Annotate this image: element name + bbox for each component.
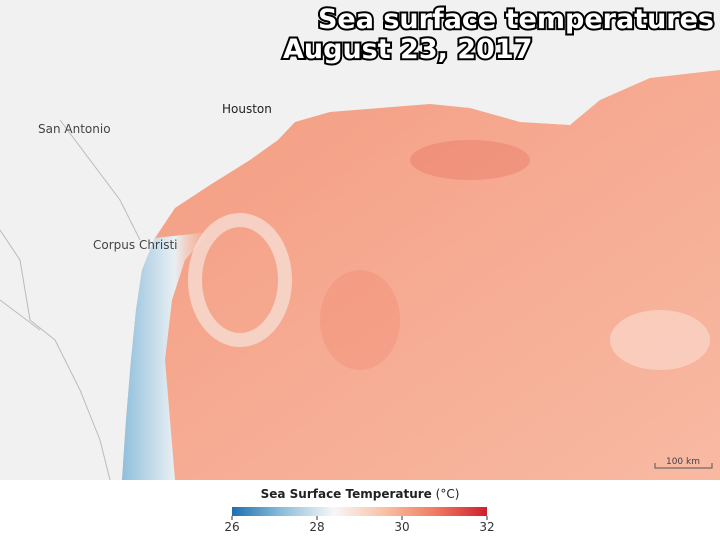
colorbar-title: Sea Surface Temperature (°C) [261,487,460,501]
colorbar-unit: (°C) [436,487,460,501]
borders [0,119,141,481]
warm-patch [320,270,400,370]
colorbar-tick-label: 32 [479,520,494,534]
place-label: San Antonio [38,122,111,136]
colorbar-tick-label: 28 [309,520,324,534]
eddy [188,213,292,347]
warm-patch [410,140,530,180]
colorbar-tick-label: 26 [224,520,239,534]
colorbar [232,507,487,516]
colorbar-title-text: Sea Surface Temperature [261,487,432,501]
scale-bar [654,463,713,469]
title-line: August 23, 2017 [283,34,532,65]
colorbar-tick-label: 30 [394,520,409,534]
place-label: Houston [222,102,272,116]
place-label: Corpus Christi [93,238,178,252]
cool-patch [610,310,710,370]
title-line: Sea surface temperatures [318,4,714,35]
sea [122,70,720,480]
scale-label: 100 km [666,457,700,467]
cool-coastal-water [122,232,210,480]
